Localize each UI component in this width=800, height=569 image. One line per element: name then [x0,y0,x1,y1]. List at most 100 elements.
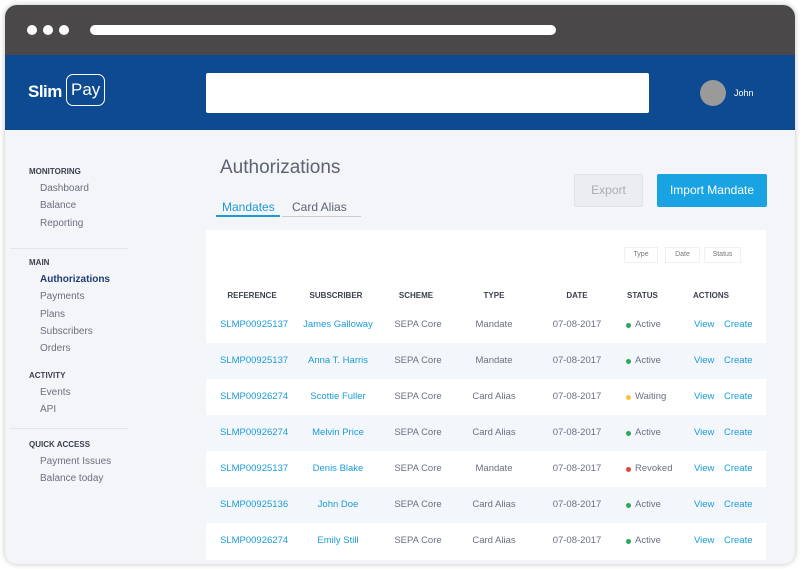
section-title: MONITORING [29,167,81,176]
section-title: ACTIVITY [29,371,66,380]
search-input[interactable] [206,73,649,113]
tab-underline [216,215,280,217]
cell: Card Alias [472,535,516,546]
reference[interactable]: SLMP00925137 [220,463,289,474]
cell: Card Alias [472,499,516,510]
cell: 07-08-2017 [552,427,602,438]
sidebar-item[interactable]: Events [40,387,71,398]
cell: Card Alias [472,427,516,438]
section-title: QUICK ACCESS [29,440,91,449]
tab[interactable]: Mandates [222,200,275,214]
window-dot[interactable] [27,25,37,35]
cell: Card Alias [472,391,516,402]
status-dot [626,322,631,328]
export-button[interactable]: Export [574,174,643,207]
status-dot [626,538,631,544]
cell[interactable]: View [694,463,715,474]
reference[interactable]: SLMP00926274 [220,427,289,438]
cell[interactable]: Create [724,355,753,366]
cell[interactable]: Create [724,319,753,330]
column-header: TYPE [483,291,505,300]
sidebar-item[interactable]: Orders [40,343,71,355]
cell[interactable]: View [694,535,715,546]
logo[interactable]: Slim [28,82,62,101]
cell: Revoked [635,463,673,474]
cell[interactable]: Create [724,391,753,402]
cell: SEPA Core [394,427,442,438]
reference[interactable]: SLMP00926274 [220,535,289,546]
status-dot [626,430,631,436]
reference[interactable]: SLMP00925137 [220,319,289,330]
cell: Active [635,355,661,366]
filter-button[interactable]: Type [624,247,658,263]
cell: SEPA Core [394,463,442,474]
cell[interactable]: Melvin Price [312,427,364,438]
cell[interactable]: Scottie Fuller [310,391,366,402]
sidebar-item[interactable]: Balance today [40,473,104,485]
cell[interactable]: Create [724,463,753,474]
window-dot[interactable] [43,25,53,35]
cell: SEPA Core [394,319,442,330]
reference[interactable]: SLMP00926274 [220,391,289,402]
reference[interactable]: SLMP00925136 [220,499,289,510]
sidebar-item[interactable]: Reporting [40,217,84,229]
page-title: Authorizations [220,157,341,178]
cell[interactable]: James Galloway [303,319,373,330]
cell: SEPA Core [394,499,442,510]
table-row [206,343,766,379]
column-header: SCHEME [398,291,434,300]
table-row [206,379,766,415]
cell[interactable]: Anna T. Harris [307,355,369,366]
cell: 07-08-2017 [552,355,602,366]
sidebar-item[interactable]: API [40,404,57,416]
cell[interactable]: View [694,499,715,510]
cell: Mandate [475,355,513,366]
user-name[interactable]: John [734,88,754,98]
table-row [206,415,766,451]
cell[interactable]: View [694,427,715,438]
sidebar-item[interactable]: Authorizations [40,274,110,285]
cell[interactable]: Emily Still [317,535,359,546]
table-row [206,487,766,523]
cell[interactable]: Denis Blake [312,463,364,474]
filter-button[interactable]: Status [704,247,741,263]
logo[interactable]: Pay [66,74,106,106]
section-title: MAIN [29,258,50,267]
cell[interactable]: View [694,319,715,330]
column-header: REFERENCE [227,291,277,300]
cell: Mandate [475,319,513,330]
cell[interactable]: View [694,355,715,366]
column-header: DATE [566,291,588,300]
sidebar-item[interactable]: Payments [40,291,85,303]
browser-window: Slim Pay John Authorizations Mandates Ca… [5,5,795,564]
sidebar-item[interactable]: Subscribers [40,325,93,337]
sidebar-item[interactable]: Balance [40,200,77,212]
sidebar-item[interactable]: Plans [40,308,66,320]
cell: Mandate [475,463,513,474]
cell[interactable]: Create [724,535,753,546]
cell: 07-08-2017 [552,535,602,546]
cell[interactable]: View [694,391,715,402]
avatar[interactable] [700,80,726,106]
cell: Active [635,319,661,330]
tab[interactable]: Card Alias [292,200,347,214]
cell[interactable]: Create [724,499,753,510]
cell: SEPA Core [394,355,442,366]
filter-button[interactable]: Date [665,247,700,263]
cell: Active [635,499,661,510]
cell[interactable]: John Doe [317,499,359,510]
window-dot[interactable] [59,25,69,35]
cell: 07-08-2017 [552,499,602,510]
column-header: SUBSCRIBER [309,291,363,300]
table-row [206,307,766,343]
column-header: ACTIONS [693,291,729,300]
reference[interactable]: SLMP00925137 [220,355,289,366]
address-bar[interactable] [90,25,556,35]
sidebar-item[interactable]: Payment Issues [40,456,112,467]
cell: 07-08-2017 [552,463,602,474]
sidebar-item[interactable]: Dashboard [40,183,89,194]
cell[interactable]: Create [724,427,753,438]
separator [10,248,128,249]
import-button[interactable]: Import Mandate [657,174,767,207]
